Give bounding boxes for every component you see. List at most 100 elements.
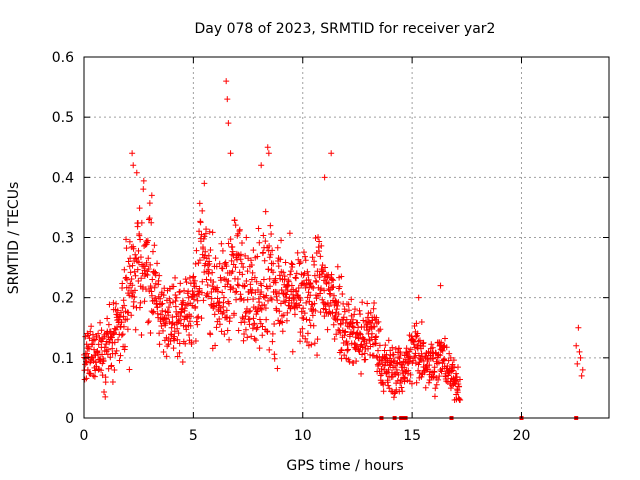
data-point: [126, 238, 133, 245]
data-point: [127, 269, 134, 276]
data-point: [147, 261, 154, 268]
data-point: [300, 305, 307, 312]
y-tick-labels: 0 0.1 0.2 0.3 0.4 0.5 0.6: [52, 50, 74, 427]
data-point: [309, 312, 316, 319]
data-point: [101, 344, 108, 351]
data-point: [268, 231, 275, 238]
data-point: [274, 244, 281, 251]
data-point: [324, 326, 331, 333]
data-point: [276, 308, 283, 315]
data-point: [149, 276, 156, 283]
data-point: [579, 366, 586, 373]
data-point: [413, 379, 420, 386]
data-point: [219, 289, 226, 296]
data-point: [89, 341, 96, 347]
data-point: [241, 282, 248, 289]
data-point: [433, 381, 440, 388]
data-point: [261, 301, 268, 308]
data-point: [336, 283, 343, 290]
data-point: [223, 263, 230, 270]
data-point: [209, 283, 216, 290]
data-point: [149, 248, 156, 255]
data-point: [454, 364, 461, 371]
data-point: [102, 393, 109, 400]
data-point: [344, 347, 351, 354]
x-tick-label: 5: [189, 428, 198, 444]
data-point: [280, 298, 287, 305]
data-point: [269, 247, 276, 254]
data-point: [354, 319, 361, 326]
data-point: [321, 313, 328, 320]
data-point: [574, 360, 581, 367]
data-point: [353, 358, 360, 365]
data-point: [316, 248, 323, 255]
data-point: [108, 334, 115, 341]
data-point: [174, 325, 181, 332]
data-point: [348, 296, 355, 303]
data-point: [230, 285, 237, 292]
data-point: [146, 216, 153, 223]
data-point: [113, 300, 120, 307]
data-point: [169, 299, 176, 306]
data-point: [251, 320, 258, 327]
data-point: [304, 268, 311, 275]
data-point: [161, 285, 168, 292]
data-point: [405, 367, 412, 374]
data-point: [311, 300, 318, 307]
data-point: [174, 336, 181, 343]
data-point: [238, 260, 245, 267]
data-point: [441, 355, 448, 362]
data-point: [132, 326, 139, 333]
data-point: [321, 301, 328, 308]
data-point: [299, 325, 306, 332]
data-point: [438, 368, 445, 375]
data-point: [337, 321, 344, 328]
data-point: [131, 287, 138, 294]
data-point: [115, 336, 122, 343]
data-point: [356, 347, 363, 354]
chart-title: Day 078 of 2023, SRMTID for receiver yar…: [195, 21, 496, 37]
data-point: [317, 290, 324, 297]
data-point: [301, 280, 308, 287]
data-point: [321, 174, 328, 181]
data-point: [318, 285, 325, 292]
data-point: [573, 342, 580, 349]
data-point: [269, 338, 276, 345]
data-point: [243, 277, 250, 284]
data-point: [226, 314, 233, 321]
data-point: [176, 317, 183, 324]
data-point: [202, 248, 209, 255]
data-point: [97, 319, 104, 326]
data-point: [194, 288, 201, 295]
data-point: [416, 369, 423, 376]
data-point: [456, 383, 463, 390]
data-point: [177, 288, 184, 295]
data-point: [151, 242, 158, 249]
data-point: [128, 312, 135, 319]
data-point: [334, 316, 341, 323]
data-point: [205, 266, 212, 273]
data-point: [117, 314, 124, 321]
data-point: [330, 283, 337, 290]
data-point: [158, 322, 165, 329]
data-point: [98, 367, 105, 374]
data-point: [431, 393, 438, 400]
data-point: [247, 307, 254, 314]
data-point: [281, 273, 288, 280]
data-point: [338, 346, 345, 353]
data-point: [132, 251, 139, 258]
data-point: [219, 265, 226, 272]
data-point: [398, 384, 405, 391]
data-point: [287, 271, 294, 278]
data-point: [310, 285, 317, 292]
data-point: [136, 232, 143, 239]
data-point: [385, 366, 392, 373]
data-point: [218, 328, 225, 335]
data-point: [229, 268, 236, 275]
data-point: [171, 333, 178, 340]
data-point: [321, 287, 328, 294]
data-point: [274, 365, 281, 372]
data-point: [407, 371, 414, 378]
data-point: [258, 288, 265, 295]
data-point: [93, 363, 100, 370]
